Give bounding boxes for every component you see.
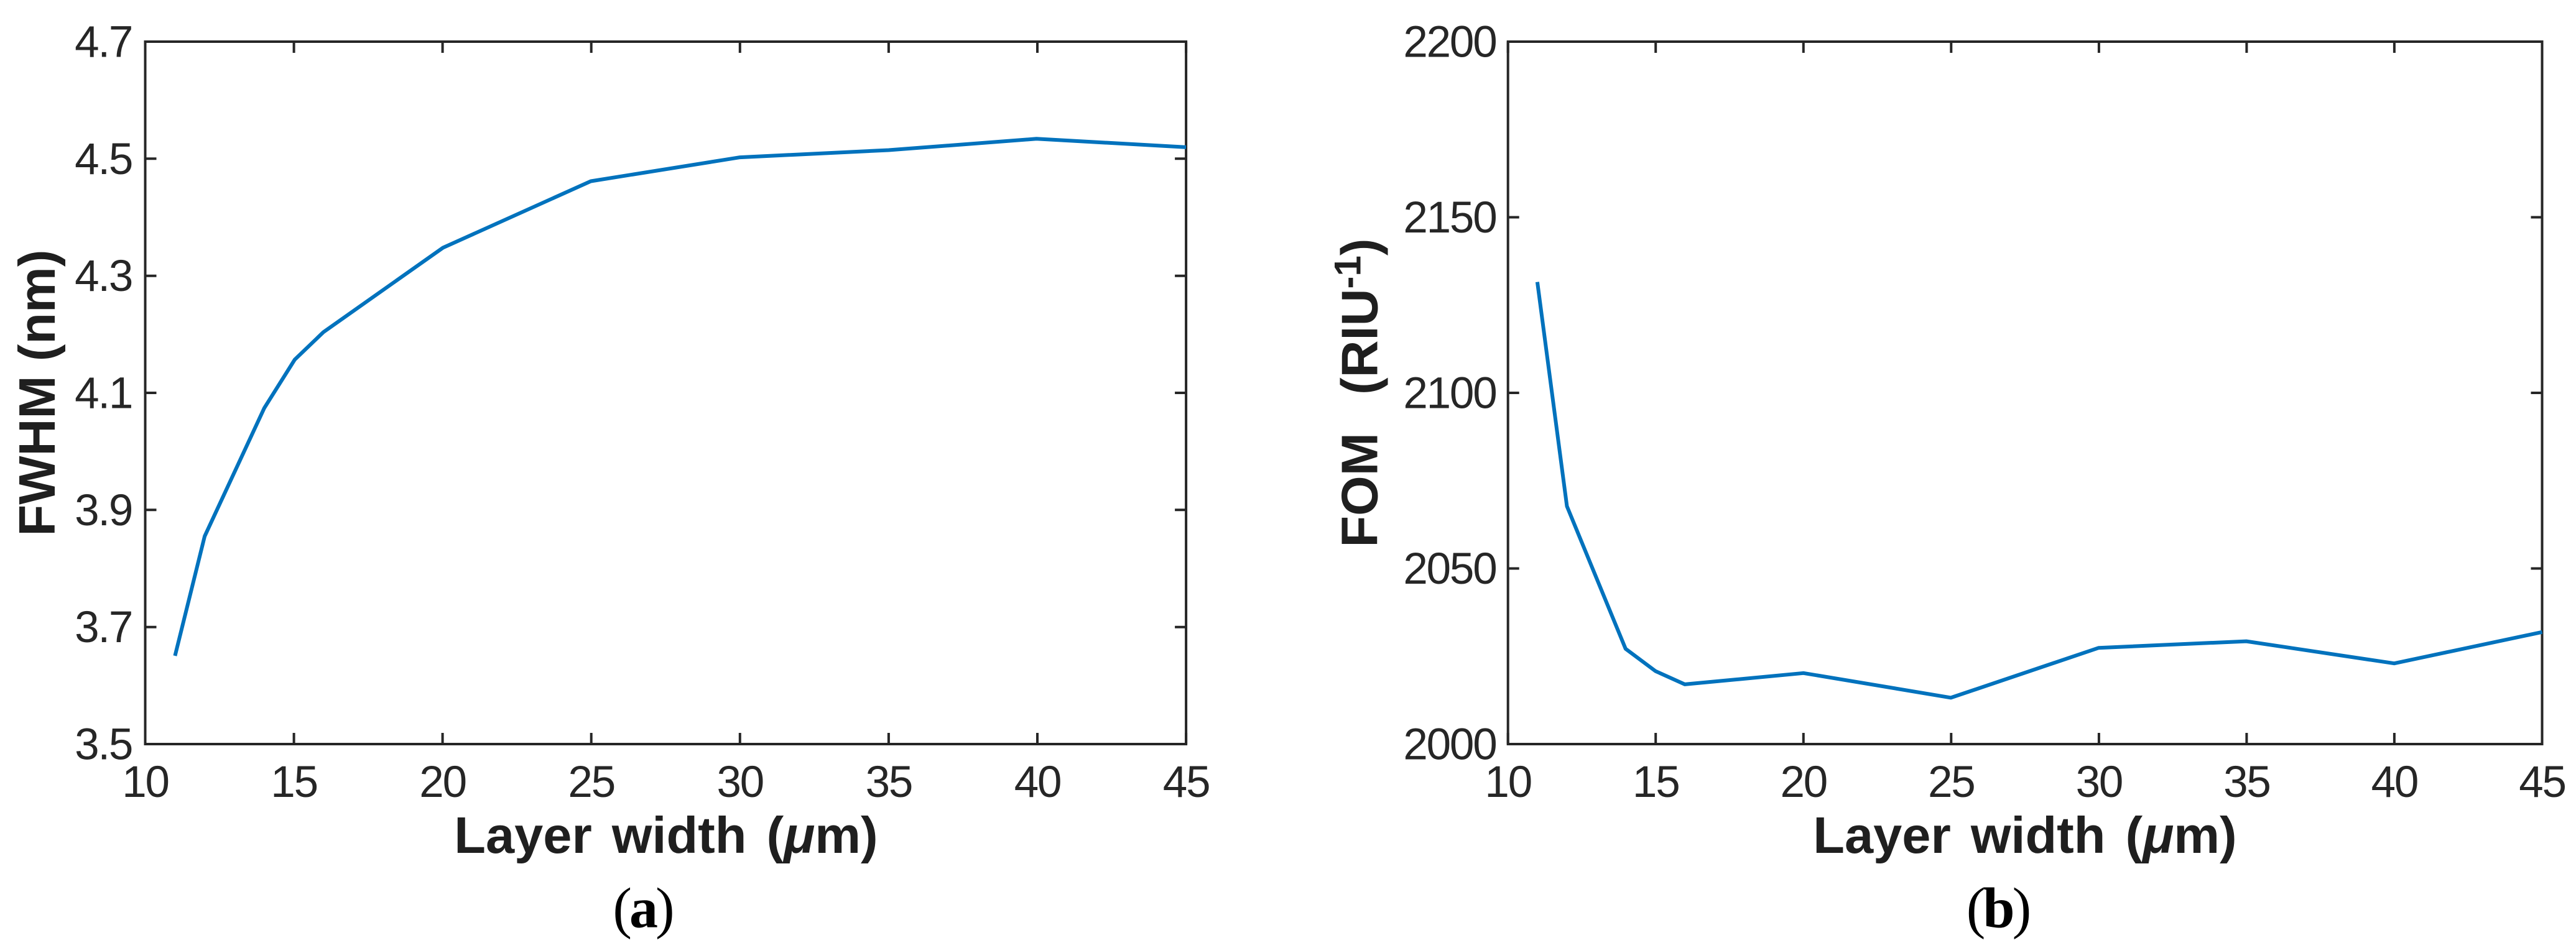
svg-text:FOM (RIU-1): FOM (RIU-1) bbox=[1327, 238, 1389, 547]
svg-text:20: 20 bbox=[1781, 758, 1827, 807]
svg-text:3.9: 3.9 bbox=[75, 486, 132, 535]
svg-text:2000: 2000 bbox=[1403, 720, 1496, 770]
svg-text:3.5: 3.5 bbox=[75, 720, 132, 770]
svg-text:40: 40 bbox=[2371, 758, 2418, 807]
svg-text:25: 25 bbox=[1928, 758, 1975, 807]
svg-text:4.7: 4.7 bbox=[75, 18, 132, 67]
svg-text:2150: 2150 bbox=[1403, 193, 1496, 242]
svg-text:10: 10 bbox=[1485, 758, 1531, 807]
svg-text:30: 30 bbox=[2076, 758, 2123, 807]
svg-text:40: 40 bbox=[1014, 758, 1061, 807]
svg-text:2100: 2100 bbox=[1403, 369, 1496, 418]
svg-text:4.3: 4.3 bbox=[75, 252, 132, 301]
svg-text:3.7: 3.7 bbox=[75, 603, 132, 652]
svg-text:15: 15 bbox=[271, 758, 317, 807]
svg-text:2050: 2050 bbox=[1403, 545, 1496, 594]
svg-text:Layer width (μm): Layer width (μm) bbox=[454, 806, 878, 864]
svg-text:FWHM (nm): FWHM (nm) bbox=[8, 250, 66, 536]
svg-text:20: 20 bbox=[419, 758, 466, 807]
svg-text:(a): (a) bbox=[613, 876, 672, 940]
svg-text:45: 45 bbox=[2519, 758, 2565, 807]
svg-text:25: 25 bbox=[568, 758, 614, 807]
svg-text:10: 10 bbox=[122, 758, 169, 807]
svg-text:35: 35 bbox=[2223, 758, 2270, 807]
svg-text:30: 30 bbox=[717, 758, 764, 807]
svg-text:2200: 2200 bbox=[1403, 18, 1496, 67]
svg-text:4.5: 4.5 bbox=[75, 135, 132, 184]
svg-text:Layer width (μm): Layer width (μm) bbox=[1813, 806, 2236, 864]
svg-text:35: 35 bbox=[866, 758, 912, 807]
svg-text:(b): (b) bbox=[1967, 876, 2029, 940]
svg-text:4.1: 4.1 bbox=[75, 369, 132, 418]
svg-text:15: 15 bbox=[1633, 758, 1679, 807]
svg-text:45: 45 bbox=[1163, 758, 1210, 807]
